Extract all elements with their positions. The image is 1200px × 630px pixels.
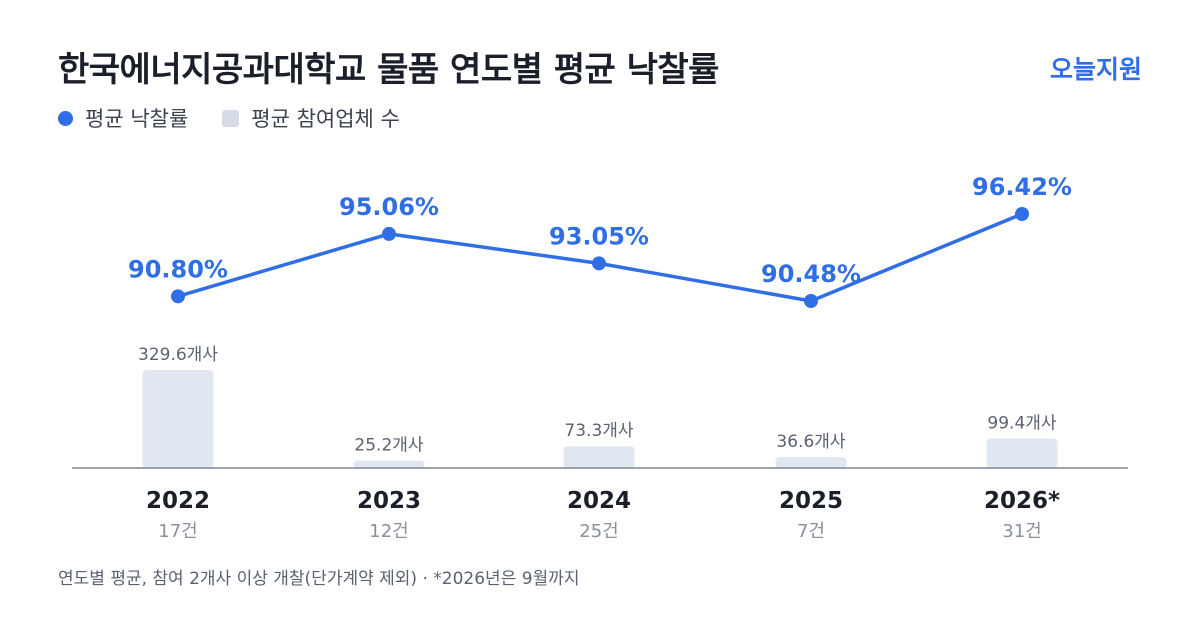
bar-2023 (353, 460, 425, 468)
legend-item-line: 평균 낙찰률 (58, 103, 188, 133)
rate-point-2024 (592, 256, 606, 271)
count-label-2022: 17건 (158, 521, 197, 542)
bar-2022 (142, 370, 214, 468)
axis-layer: 2022 17건 2023 12건 2024 25건 2025 7건 2026* 31건 (72, 467, 1128, 542)
legend-dot-icon (58, 110, 73, 126)
x-tick-label-2024: 2024 (567, 488, 631, 514)
bar-label-2025: 36.6개사 (776, 432, 845, 452)
bar-2025 (775, 457, 847, 468)
brand-logo-text[interactable]: 오늘지원 (1049, 55, 1142, 84)
bar-label-2023: 25.2개사 (354, 436, 423, 456)
line-layer: 90.80% 95.06% 93.05% 90.48% 96.42% (128, 173, 1072, 308)
x-tick-label-2022: 2022 (146, 488, 210, 514)
legend-item-bar: 평균 참여업체 수 (222, 103, 400, 133)
rate-point-2023 (382, 226, 396, 241)
count-label-2023: 12건 (369, 521, 408, 542)
legend-label-bar: 평균 참여업체 수 (251, 107, 400, 131)
rate-label-2022: 90.80% (128, 255, 228, 283)
footnote: 연도별 평균, 참여 2개사 이상 개찰(단가계약 제외) · *2026년은 … (58, 569, 580, 589)
x-tick-label-2023: 2023 (357, 488, 421, 514)
bar-label-2022: 329.6개사 (138, 345, 218, 365)
chart-title: 한국에너지공과대학교 물품 연도별 평균 낙찰률 (58, 50, 719, 90)
bar-label-2026*: 99.4개사 (987, 413, 1056, 433)
rate-label-2023: 95.06% (339, 193, 439, 221)
legend-square-icon (222, 109, 240, 127)
rate-point-2022 (171, 289, 185, 304)
bar-label-2024: 73.3개사 (564, 421, 633, 441)
rate-label-2026*: 96.42% (972, 173, 1072, 201)
count-label-2024: 25건 (579, 521, 618, 542)
bar-2024 (563, 446, 635, 468)
x-tick-label-2025: 2025 (779, 488, 843, 514)
bar-2026* (986, 438, 1058, 468)
count-label-2025: 7건 (797, 521, 825, 542)
rate-label-2025: 90.48% (761, 260, 861, 288)
x-tick-label-2026*: 2026* (984, 488, 1060, 514)
rate-label-2024: 93.05% (549, 222, 649, 250)
rate-point-2026* (1015, 207, 1029, 221)
bars-layer: 329.6개사 25.2개사 73.3개사 36.6개사 99.4개사 (138, 345, 1058, 468)
legend-label-line: 평균 낙찰률 (85, 107, 189, 131)
count-label-2026*: 31건 (1002, 521, 1041, 542)
chart-legend: 평균 낙찰률 평균 참여업체 수 (58, 103, 400, 133)
rate-point-2025 (804, 294, 818, 308)
